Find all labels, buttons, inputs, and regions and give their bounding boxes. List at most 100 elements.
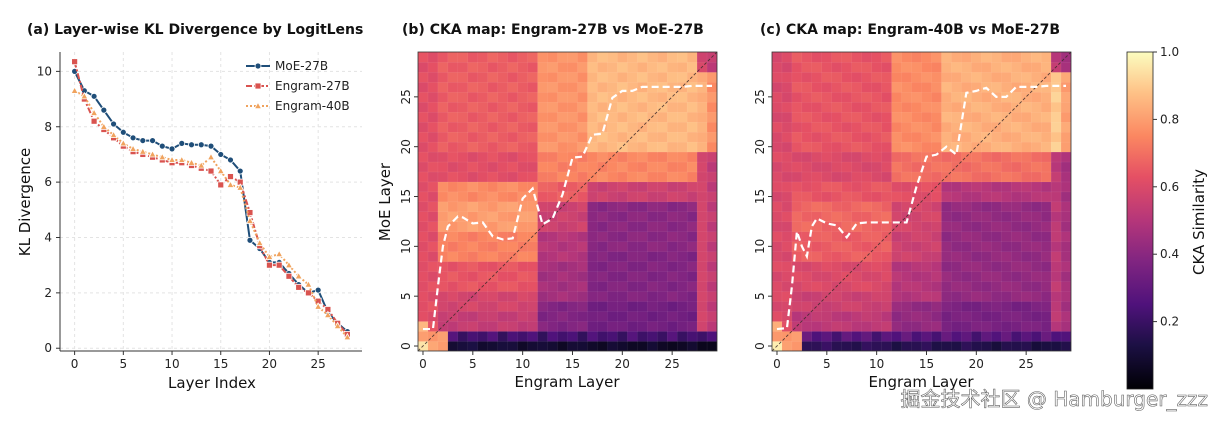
heatmap-cell — [527, 91, 539, 103]
heatmap-cell — [1040, 121, 1052, 133]
heatmap-cell — [487, 291, 499, 302]
heatmap-cell — [821, 191, 833, 203]
heatmap-cell — [457, 201, 469, 213]
heatmap-cell — [418, 151, 429, 163]
heatmap-cell — [891, 281, 903, 292]
heatmap-cell — [447, 101, 459, 113]
heatmap-cell — [537, 52, 549, 63]
heatmap-cell — [706, 181, 717, 193]
heatmap-cell — [801, 81, 813, 93]
data-point — [343, 332, 352, 341]
heatmap-cell — [772, 281, 783, 292]
heatmap-cell — [696, 310, 708, 322]
heatmap-cell — [567, 52, 579, 63]
heatmap-cell — [1001, 301, 1012, 312]
x-tick-label: 25 — [311, 357, 326, 371]
heatmap-cell — [637, 291, 648, 302]
heatmap-cell — [427, 61, 439, 73]
heatmap-cell — [891, 320, 903, 332]
heatmap-cell — [901, 191, 913, 203]
data-point — [128, 144, 138, 152]
heatmap-cell — [801, 171, 813, 183]
heatmap-cell — [537, 131, 549, 143]
heatmap-cell — [627, 330, 638, 342]
heatmap-cell — [1001, 151, 1012, 163]
heatmap-cell — [1011, 320, 1022, 332]
heatmap-cell — [831, 310, 843, 322]
heatmap-cell — [607, 291, 618, 302]
heatmap-cell — [831, 231, 843, 242]
heatmap-cell — [617, 91, 628, 103]
heatmap-cell — [477, 111, 489, 123]
heatmap-cell — [676, 61, 688, 73]
heatmap-cell — [457, 161, 469, 173]
heatmap-cell — [801, 281, 813, 292]
heatmap-cell — [991, 320, 1002, 332]
heatmap-cell — [821, 161, 833, 173]
heatmap-cell — [801, 271, 813, 282]
heatmap-cell — [537, 281, 549, 292]
heatmap-cell — [851, 131, 863, 143]
heatmap-cell — [487, 181, 499, 193]
heatmap-cell — [901, 52, 913, 63]
heatmap-cell — [1011, 201, 1022, 213]
heatmap-cell — [1001, 310, 1012, 322]
heatmap-cell — [427, 101, 439, 113]
heatmap-cell — [587, 221, 598, 232]
heatmap-cell — [831, 91, 843, 103]
heatmap-cell — [881, 301, 893, 312]
heatmap-cell — [811, 271, 823, 282]
heatmap-cell — [457, 261, 469, 272]
heatmap-cell — [487, 171, 499, 183]
heatmap-cell — [971, 151, 982, 163]
heatmap-cell — [597, 171, 608, 183]
heatmap-cell — [801, 161, 813, 173]
data-point — [197, 141, 205, 149]
heatmap-cell — [587, 61, 598, 73]
heatmap-cell — [831, 71, 843, 83]
heatmap-cell — [881, 171, 893, 183]
heatmap-cell — [911, 221, 923, 232]
heatmap-cell — [941, 221, 952, 232]
heatmap-cell — [921, 291, 933, 302]
heatmap-cell — [686, 131, 698, 143]
heatmap-cell — [477, 61, 489, 73]
heatmap-cell — [577, 201, 588, 213]
heatmap-cell — [667, 91, 678, 103]
heatmap-cell — [627, 340, 638, 351]
heatmap-cell — [1050, 251, 1062, 262]
heatmap-cell — [607, 131, 618, 143]
heatmap-cell — [627, 151, 638, 163]
heatmap-cell — [931, 191, 942, 203]
heatmap-cell — [497, 201, 509, 213]
heatmap-cell — [841, 291, 853, 302]
heatmap-cell — [901, 111, 913, 123]
data-point — [314, 286, 322, 294]
x-tick-label: 10 — [164, 357, 179, 371]
heatmap-cell — [706, 320, 717, 332]
heatmap-cell — [507, 111, 519, 123]
heatmap-cell — [667, 241, 678, 252]
heatmap-cell — [1040, 91, 1052, 103]
heatmap-cell — [547, 91, 559, 103]
heatmap-cell — [981, 121, 992, 133]
heatmap-cell — [911, 330, 923, 342]
heatmap-cell — [607, 281, 618, 292]
heatmap-cell — [1060, 191, 1071, 203]
heatmap-cell — [1021, 131, 1032, 143]
heatmap-cell — [547, 221, 559, 232]
heatmap-cell — [1021, 151, 1032, 163]
heatmap-cell — [676, 101, 688, 113]
heatmap-cell — [497, 330, 509, 342]
heatmap-cell — [1021, 101, 1032, 113]
heatmap-cell — [547, 310, 559, 322]
heatmap-cell — [1021, 271, 1032, 282]
heatmap-cell — [801, 61, 813, 73]
heatmap-cell — [811, 261, 823, 272]
heatmap-cell — [447, 171, 459, 183]
heatmap-cell — [841, 171, 853, 183]
data-point — [246, 236, 254, 244]
heatmap-cell — [901, 320, 913, 332]
heatmap-cell — [587, 330, 598, 342]
